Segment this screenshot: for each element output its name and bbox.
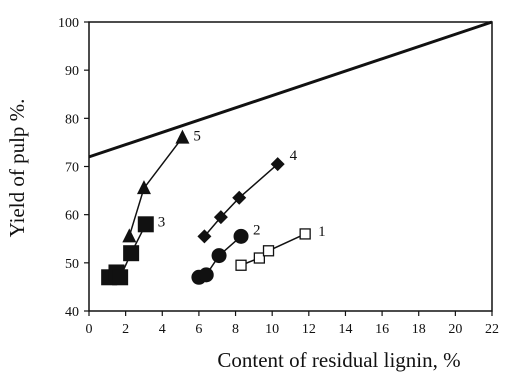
y-tick-label: 40 (65, 305, 79, 320)
series-label-5: 5 (193, 129, 201, 145)
filled-triangle-marker (122, 228, 137, 243)
x-tick-label: 12 (302, 322, 316, 337)
series-line (128, 137, 184, 237)
y-tick-label: 100 (58, 16, 79, 31)
filled-diamond-marker (197, 229, 212, 244)
plot-frame (88, 21, 493, 312)
series-1 (235, 228, 311, 271)
x-tick-label: 8 (232, 322, 239, 337)
series-label-3: 3 (158, 214, 166, 230)
x-tick-label: 10 (265, 322, 279, 337)
x-tick-label: 14 (338, 322, 352, 337)
x-tick-label: 0 (86, 322, 93, 337)
filled-diamond-marker (213, 210, 228, 225)
open-square-marker (235, 259, 247, 271)
x-tick-label: 6 (195, 322, 202, 337)
x-tick-label: 18 (412, 322, 426, 337)
x-tick-label: 4 (159, 322, 166, 337)
x-axis-ticks: 0 2 4 6 8 10 12 14 16 18 20 22 (86, 311, 499, 337)
x-tick-label: 22 (485, 322, 499, 337)
reference-line (88, 20, 493, 159)
x-tick-label: 20 (448, 322, 462, 337)
open-square-marker (299, 228, 311, 240)
series-label-4: 4 (290, 148, 298, 164)
y-tick-label: 50 (65, 257, 79, 272)
x-axis-label: Content of residual lignin, % (217, 348, 460, 372)
filled-square-marker (137, 216, 154, 233)
reference-line-group (88, 20, 493, 159)
plot-axes (88, 21, 493, 312)
y-axis-ticks: 40 50 60 70 80 90 100 (58, 16, 89, 320)
series-4 (197, 157, 285, 244)
filled-square-marker (123, 245, 140, 262)
series-labels-group: 1 2 3 4 5 (158, 129, 326, 240)
y-tick-label: 90 (65, 64, 79, 79)
open-square-marker (253, 252, 266, 264)
filled-triangle-marker (136, 180, 151, 195)
series-5 (122, 129, 190, 243)
filled-square-marker (112, 269, 129, 286)
x-tick-label: 2 (122, 322, 129, 337)
series-3 (101, 216, 154, 286)
filled-circle-marker (211, 248, 227, 264)
series-label-2: 2 (253, 222, 260, 238)
open-square-marker (262, 245, 275, 257)
y-axis-label: Yield of pulp %. (5, 99, 29, 238)
series-label-1: 1 (318, 224, 326, 240)
filled-diamond-marker (270, 157, 285, 172)
filled-circle-marker (198, 267, 214, 283)
y-tick-label: 60 (65, 209, 79, 224)
series-line (203, 163, 279, 237)
y-tick-label: 70 (65, 161, 79, 176)
filled-diamond-marker (232, 190, 247, 205)
y-tick-label: 80 (65, 112, 79, 127)
x-tick-label: 16 (375, 322, 389, 337)
data-series-group (101, 129, 311, 286)
filled-triangle-marker (175, 129, 190, 144)
filled-circle-marker (233, 228, 249, 244)
series-2 (191, 228, 249, 285)
